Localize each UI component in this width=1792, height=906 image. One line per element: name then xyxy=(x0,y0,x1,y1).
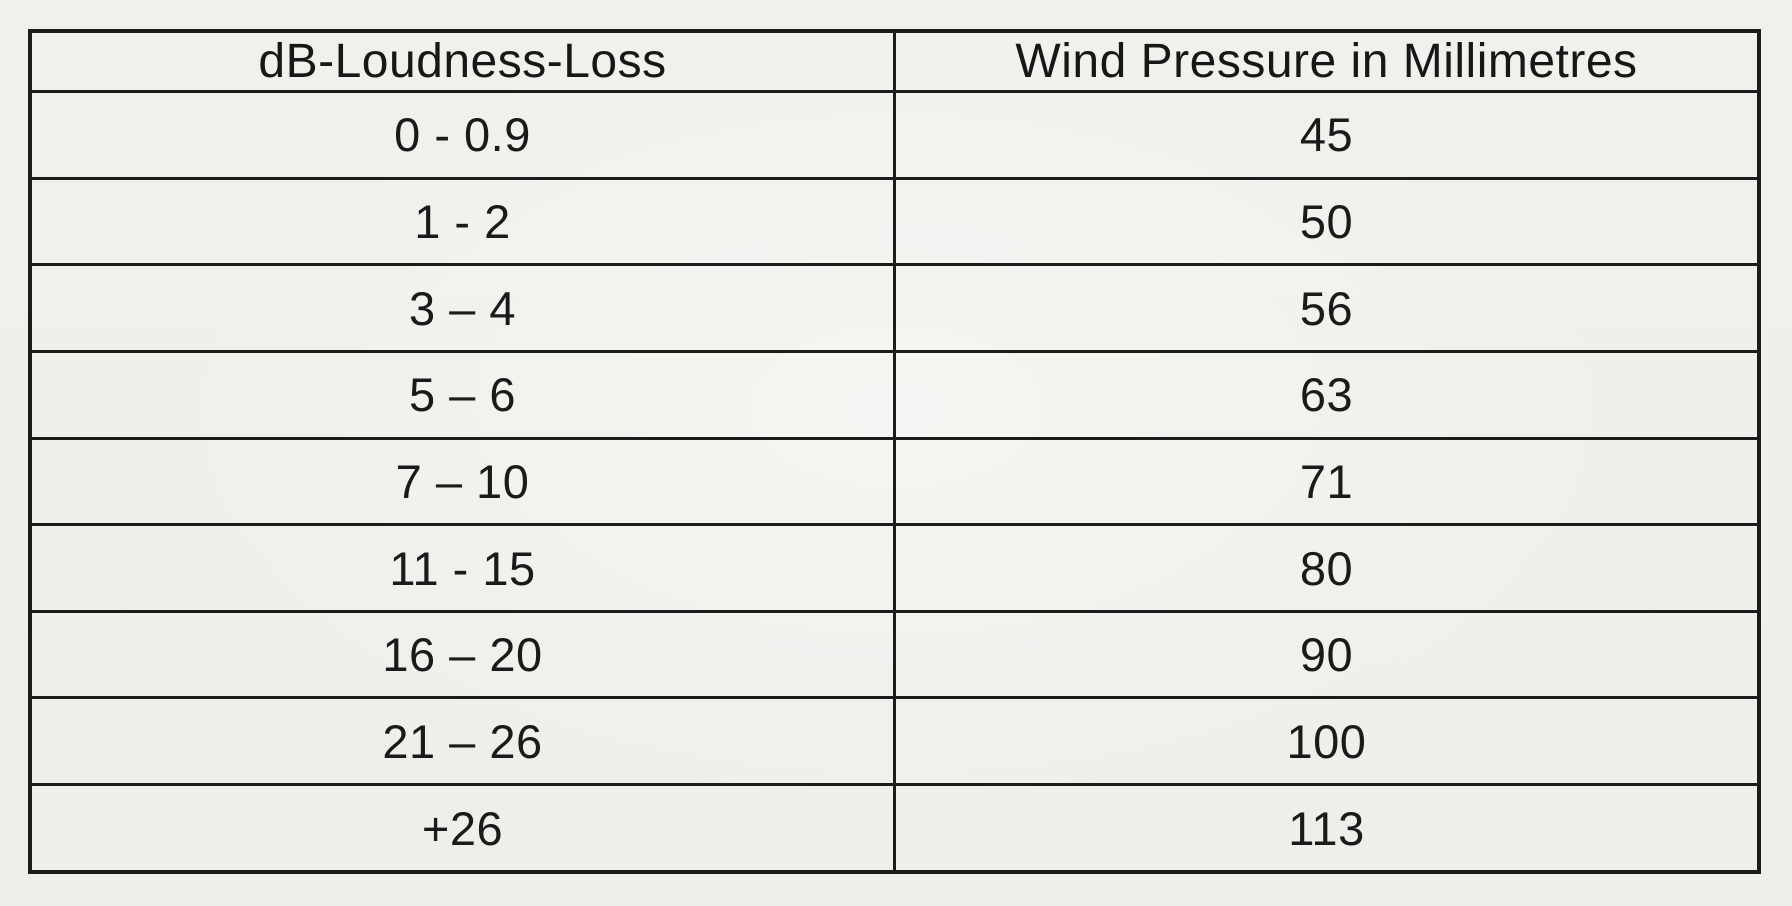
table-row: 1 - 2 50 xyxy=(28,176,1761,267)
loudness-loss-cell: 16 – 20 xyxy=(28,609,896,700)
column-header-wind-pressure: Wind Pressure in Millimetres xyxy=(893,29,1761,93)
table-row: 5 – 6 63 xyxy=(28,349,1761,440)
loudness-loss-cell: 21 – 26 xyxy=(28,696,896,787)
wind-pressure-cell: 71 xyxy=(893,436,1761,527)
loudness-loss-cell: 1 - 2 xyxy=(28,176,896,267)
table-body: 0 - 0.9 45 1 - 2 50 3 – 4 56 5 – 6 63 7 – 10 71 11… xyxy=(28,90,1761,874)
loudness-loss-cell: +26 xyxy=(28,783,896,874)
table-row: 16 – 20 90 xyxy=(28,609,1761,700)
column-header-loudness-loss: dB-Loudness-Loss xyxy=(28,29,896,93)
table-row: 7 – 10 71 xyxy=(28,436,1761,527)
wind-pressure-cell: 113 xyxy=(893,783,1761,874)
wind-pressure-cell: 56 xyxy=(893,263,1761,353)
loudness-loss-cell: 11 - 15 xyxy=(28,523,896,613)
wind-pressure-cell: 80 xyxy=(893,523,1761,613)
table-row: 0 - 0.9 45 xyxy=(28,90,1761,180)
wind-pressure-cell: 90 xyxy=(893,609,1761,700)
loudness-loss-wind-pressure-table: dB-Loudness-Loss Wind Pressure in Millim… xyxy=(28,29,1761,874)
header-row: dB-Loudness-Loss Wind Pressure in Millim… xyxy=(28,29,1761,93)
wind-pressure-cell: 63 xyxy=(893,349,1761,440)
table-row: 3 – 4 56 xyxy=(28,263,1761,353)
table-row: 21 – 26 100 xyxy=(28,696,1761,787)
loudness-loss-cell: 7 – 10 xyxy=(28,436,896,527)
table-row: +26 113 xyxy=(28,783,1761,874)
wind-pressure-cell: 45 xyxy=(893,90,1761,180)
table-row: 11 - 15 80 xyxy=(28,523,1761,613)
wind-pressure-cell: 50 xyxy=(893,176,1761,267)
wind-pressure-cell: 100 xyxy=(893,696,1761,787)
loudness-loss-cell: 5 – 6 xyxy=(28,349,896,440)
loudness-loss-cell: 3 – 4 xyxy=(28,263,896,353)
loudness-loss-cell: 0 - 0.9 xyxy=(28,90,896,180)
